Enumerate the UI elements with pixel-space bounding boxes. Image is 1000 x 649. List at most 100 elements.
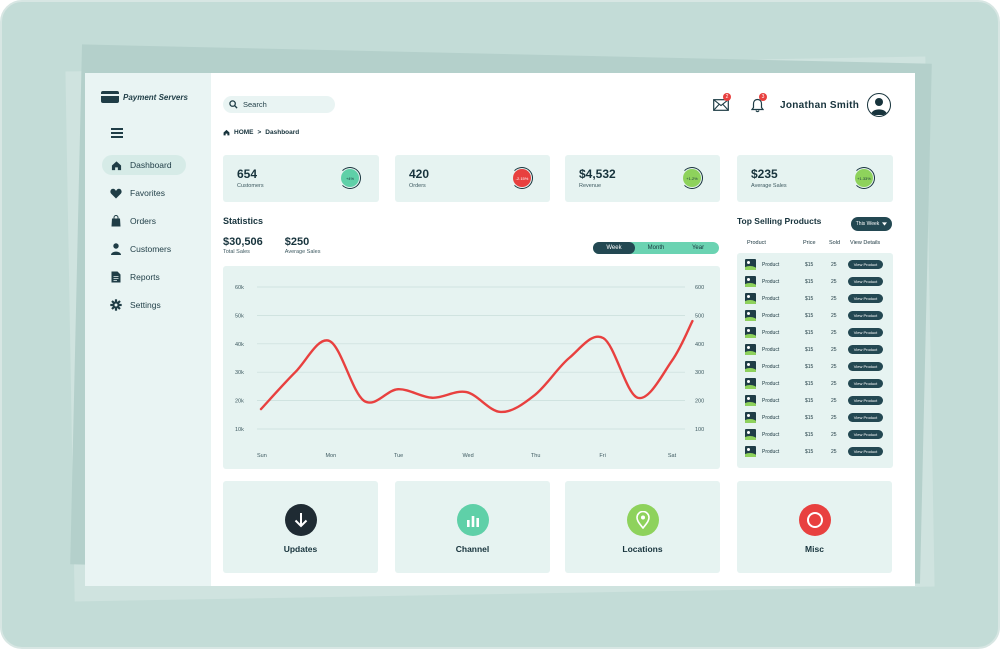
- sidebar-item-reports[interactable]: Reports: [102, 267, 206, 287]
- channel-card[interactable]: Channel: [395, 481, 550, 573]
- product-price: $15: [805, 398, 814, 404]
- home-icon: [223, 129, 230, 136]
- y-tick-label-right: 500: [695, 313, 704, 319]
- product-sold: 25: [831, 432, 837, 438]
- product-name: Product: [762, 449, 780, 455]
- mail-icon: [713, 99, 729, 111]
- card-label: Locations: [622, 544, 663, 554]
- tab-month[interactable]: Month: [647, 245, 665, 251]
- view-product-button[interactable]: View Product: [848, 294, 883, 303]
- y-tick-label-right: 600: [695, 285, 704, 291]
- product-name: Product: [762, 415, 780, 421]
- stat-delta: +1.33%: [855, 169, 873, 187]
- notifications-button[interactable]: 3: [747, 93, 767, 115]
- view-product-button[interactable]: View Product: [848, 311, 883, 320]
- sidebar-item-orders[interactable]: Orders: [102, 211, 206, 231]
- stat-delta: -2.15%: [513, 169, 531, 187]
- y-tick-label-left: 20k: [235, 399, 244, 405]
- card-label: Misc: [805, 544, 824, 554]
- search-bar[interactable]: [223, 96, 335, 113]
- heart-icon: [110, 187, 122, 199]
- view-product-button[interactable]: View Product: [848, 413, 883, 422]
- search-input[interactable]: [243, 100, 323, 109]
- stat-card-average-sales[interactable]: $235 Average Sales +1.33%: [737, 155, 893, 202]
- y-tick-label-left: 30k: [235, 370, 244, 376]
- product-price: $15: [805, 347, 814, 353]
- sales-line-chart: 10k 100 20k 200 30k 300 40k 400 50k 500 60k 600 Sun M…: [223, 266, 720, 469]
- sidebar-item-customers[interactable]: Customers: [102, 239, 206, 259]
- view-product-button[interactable]: View Product: [848, 379, 883, 388]
- menu-icon[interactable]: [111, 128, 123, 138]
- view-product-button[interactable]: View Product: [848, 345, 883, 354]
- home-icon: [110, 159, 122, 171]
- brand-logo[interactable]: Payment Servers: [101, 91, 188, 103]
- breadcrumb-home[interactable]: HOME: [234, 129, 254, 136]
- table-row: Product $15 25 View Product: [737, 378, 893, 390]
- misc-card[interactable]: Misc: [737, 481, 892, 573]
- bar-chart-icon: [457, 504, 489, 536]
- view-product-button[interactable]: View Product: [848, 260, 883, 269]
- stat-card-customers[interactable]: 654 Customers +4%: [223, 155, 379, 202]
- product-name: Product: [762, 347, 780, 353]
- week-filter-label: This Week: [855, 221, 880, 227]
- column-price: Price: [803, 240, 816, 246]
- product-price: $15: [805, 364, 814, 370]
- stat-value: 654: [237, 167, 258, 181]
- sidebar: Payment Servers Dashboard Favorites Or: [85, 73, 211, 586]
- locations-card[interactable]: Locations: [565, 481, 720, 573]
- table-row: Product $15 25 View Product: [737, 361, 893, 373]
- week-filter-dropdown[interactable]: This Week: [851, 217, 892, 231]
- y-tick-label-right: 400: [695, 342, 704, 348]
- tab-year[interactable]: Year: [691, 245, 705, 251]
- notification-badge: 3: [759, 93, 767, 101]
- column-view-details: View Details: [850, 240, 881, 246]
- breadcrumb-current: Dashboard: [265, 129, 300, 136]
- avatar[interactable]: [867, 93, 891, 117]
- updates-card[interactable]: Updates: [223, 481, 378, 573]
- product-image-icon: [745, 310, 756, 321]
- product-image-icon: [745, 327, 756, 338]
- brand-name: Payment Servers: [123, 92, 188, 102]
- view-product-button[interactable]: View Product: [848, 430, 883, 439]
- total-sales-label: Total Sales: [223, 249, 250, 255]
- download-arrow-icon: [285, 504, 317, 536]
- product-sold: 25: [831, 262, 837, 268]
- view-product-button[interactable]: View Product: [848, 362, 883, 371]
- product-price: $15: [805, 415, 814, 421]
- x-tick-label: Mon: [325, 453, 336, 459]
- sidebar-item-label: Customers: [130, 244, 172, 254]
- credit-card-icon: [101, 91, 119, 103]
- header-icons: 2 3: [711, 93, 767, 115]
- product-image-icon: [745, 378, 756, 389]
- product-price: $15: [805, 381, 814, 387]
- user-avatar-icon: [871, 98, 887, 115]
- stat-card-orders[interactable]: 420 Orders -2.15%: [395, 155, 550, 202]
- stat-card-revenue[interactable]: $4,532 Revenue +1.2%: [565, 155, 720, 202]
- sidebar-item-dashboard[interactable]: Dashboard: [102, 155, 186, 175]
- product-image-icon: [745, 412, 756, 423]
- chart-svg: 10k 100 20k 200 30k 300 40k 400 50k 500 60k 600 Sun M…: [235, 285, 704, 459]
- stat-progress-ring: -2.15%: [511, 167, 533, 189]
- x-tick-label: Fri: [599, 453, 605, 459]
- view-product-button[interactable]: View Product: [848, 328, 883, 337]
- x-tick-label: Sat: [668, 453, 677, 459]
- circle-icon: [799, 504, 831, 536]
- product-image-icon: [745, 429, 756, 440]
- product-name: Product: [762, 262, 780, 268]
- sidebar-item-favorites[interactable]: Favorites: [102, 183, 206, 203]
- product-sold: 25: [831, 313, 837, 319]
- view-product-button[interactable]: View Product: [848, 447, 883, 456]
- product-sold: 25: [831, 279, 837, 285]
- column-sold: Sold: [829, 240, 841, 246]
- stat-progress-ring: +4%: [339, 167, 361, 189]
- mail-button[interactable]: 2: [711, 93, 731, 115]
- statistics-title: Statistics: [223, 216, 264, 226]
- sidebar-item-settings[interactable]: Settings: [102, 295, 206, 315]
- stat-progress-ring: +1.2%: [681, 167, 703, 189]
- view-product-button[interactable]: View Product: [848, 396, 883, 405]
- product-image-icon: [745, 276, 756, 287]
- user-name[interactable]: Jonathan Smith: [780, 100, 860, 111]
- view-product-button[interactable]: View Product: [848, 277, 883, 286]
- table-row: Product $15 25 View Product: [737, 412, 893, 424]
- tab-week[interactable]: Week: [593, 242, 635, 254]
